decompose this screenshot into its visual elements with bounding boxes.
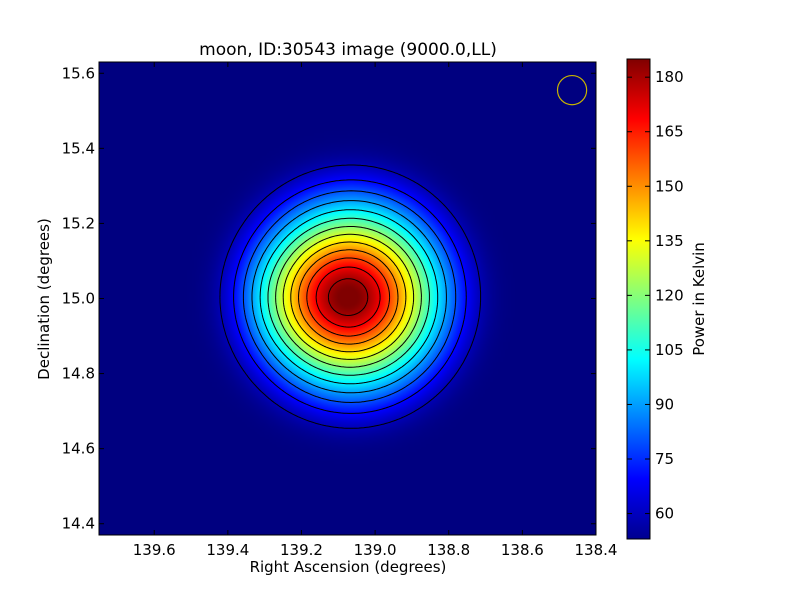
x-tick-label: 139.6 [133,541,176,559]
x-tick-label: 139.4 [206,541,249,559]
y-tick-label: 14.4 [62,515,95,533]
contour-line [233,179,467,414]
contour-line [242,190,457,403]
y-tick-label: 14.8 [62,365,95,383]
heatmap-image [99,62,596,535]
colorbar-tick-label: 75 [655,450,674,468]
colorbar-label: Power in Kelvin [690,242,708,356]
beam-marker [556,74,588,106]
contour-line [290,241,407,353]
x-axis-ticks: 139.6 139.4 139.2 139.0 138.8 138.6 138.4 [133,62,618,559]
y-axis-ticks: 15.6 15.4 15.2 15.0 14.8 14.6 14.4 [62,64,596,533]
colorbar-ticks: 60 75 90 105 120 135 150 165 180 [627,68,684,523]
contour-line [315,266,381,328]
colorbar-tick-label: 150 [655,177,684,195]
colorbar-tick-label: 180 [655,68,684,86]
contour-lines [219,164,482,429]
contour-line [267,217,430,376]
contour-line [259,209,439,385]
y-tick-label: 15.0 [62,290,95,308]
contour-line [275,226,422,368]
y-tick-label: 15.2 [62,214,95,232]
x-tick-label: 138.4 [575,541,618,559]
y-tick-label: 14.6 [62,440,95,458]
chart-title: moon, ID:30543 image (9000.0,LL) [199,40,497,60]
x-tick-label: 139.0 [354,541,397,559]
contour-line [282,233,415,360]
colorbar-gradient [626,58,651,540]
colorbar-tick-label: 135 [655,232,684,250]
contour-line [219,164,482,429]
colorbar-tick-label: 90 [655,395,674,413]
colorbar-tick-label: 60 [655,505,674,523]
colorbar-tick-label: 165 [655,123,684,141]
plot-area [98,61,597,536]
contour-line [298,249,399,345]
colorbar-tick-label: 120 [655,286,684,304]
contour-line [251,200,447,394]
x-tick-label: 139.2 [280,541,323,559]
x-tick-label: 138.8 [427,541,470,559]
contour-line [306,257,391,337]
y-tick-label: 15.4 [62,139,95,157]
colorbar: 60 75 90 105 120 135 150 165 180 Power in Kelvin [626,58,708,540]
colorbar-tick-label: 105 [655,341,684,359]
x-axis-label: Right Ascension (degrees) [250,558,447,576]
y-axis-label: Declination (degrees) [35,218,53,380]
x-tick-label: 138.6 [501,541,544,559]
y-tick-label: 15.6 [62,64,95,82]
contour-line [327,278,369,316]
